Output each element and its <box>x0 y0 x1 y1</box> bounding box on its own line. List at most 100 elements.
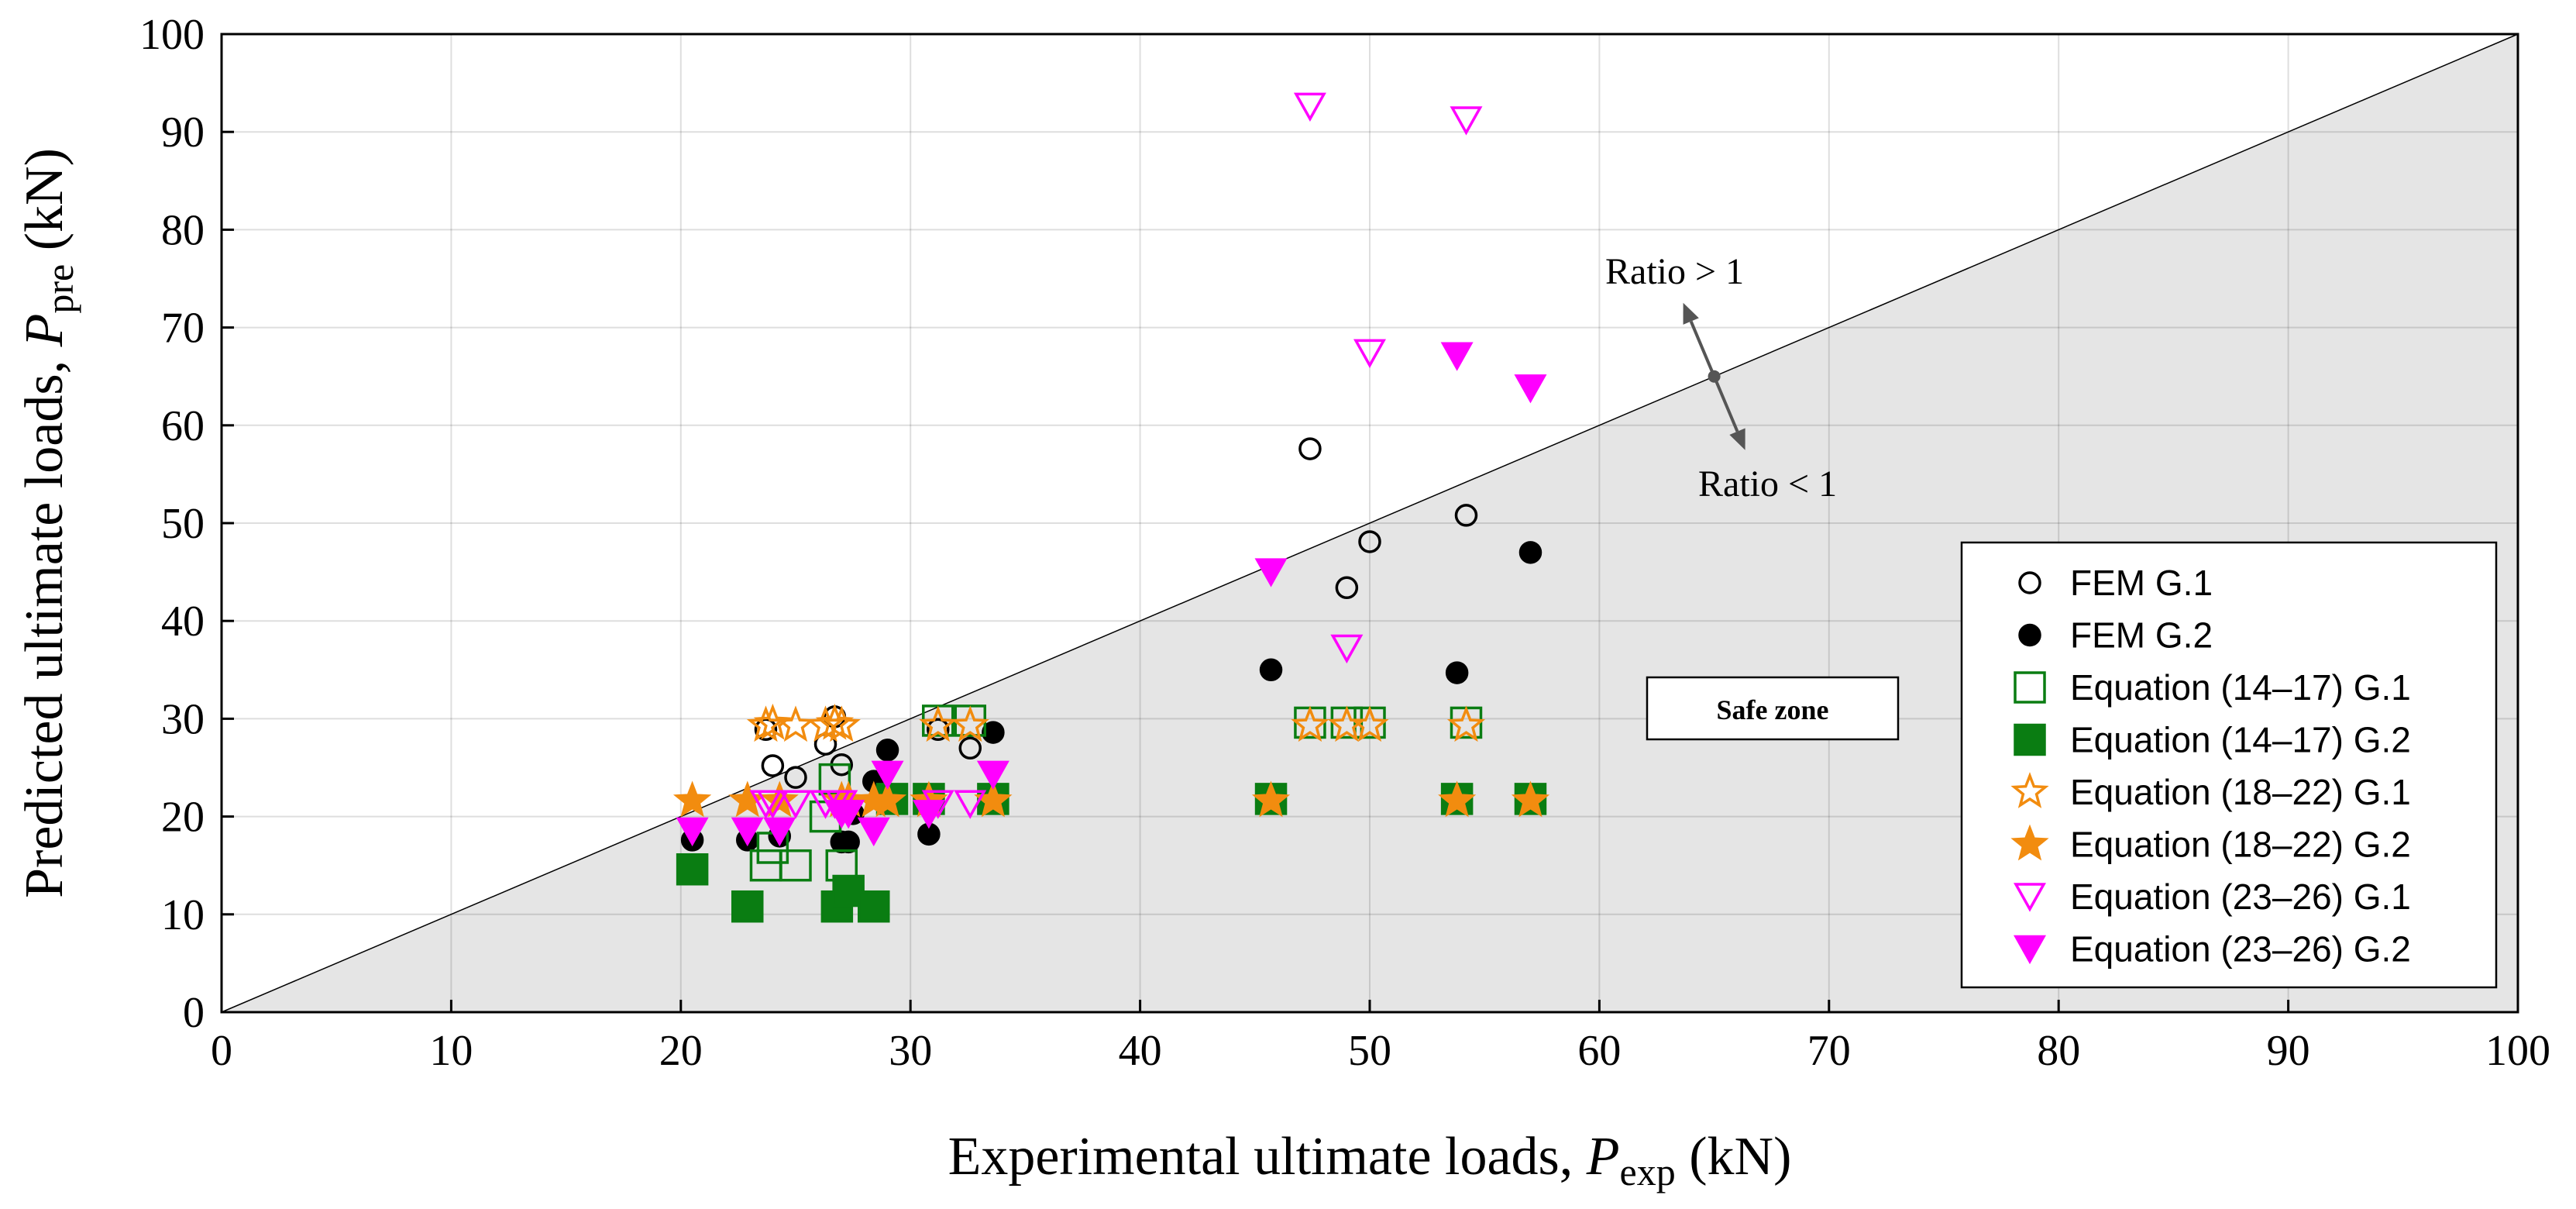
data-point <box>784 766 807 789</box>
data-point <box>1518 541 1543 564</box>
legend-marker <box>2018 623 2041 647</box>
data-point <box>871 760 904 790</box>
data-point <box>731 890 764 923</box>
legend-marker <box>2018 571 2041 594</box>
data-point <box>1254 558 1288 587</box>
data-point <box>760 780 799 818</box>
y-axis-title: Predicted ultimate loads, Ppre (kN) <box>15 148 81 898</box>
data-point <box>837 830 860 854</box>
data-point <box>1353 339 1386 368</box>
x-tick-label: 40 <box>1119 1027 1162 1075</box>
legend-label: Equation (14–17) G.2 <box>2070 720 2411 760</box>
data-point <box>1511 780 1550 818</box>
legend-box <box>1960 541 2498 989</box>
ratio-above-arrowhead <box>1683 302 1699 325</box>
ratio-below-arrowhead <box>1729 428 1745 450</box>
ratio-annotation: Ratio > 1 Ratio < 1 <box>1605 251 1837 505</box>
data-point <box>976 760 1009 790</box>
data-point <box>832 800 865 829</box>
y-tick-label: 40 <box>161 598 205 646</box>
legend-item: Equation (23–26) G.1 <box>2014 877 2411 917</box>
data-point <box>1298 437 1322 460</box>
safe-zone-label: Safe zone <box>1717 694 1829 725</box>
data-point <box>954 790 987 819</box>
legend-item: FEM G.1 <box>2018 563 2213 603</box>
data-point <box>1335 576 1359 600</box>
y-tick-label: 100 <box>139 11 205 59</box>
y-tick-label: 70 <box>161 305 205 353</box>
data-point <box>868 780 907 818</box>
data-point <box>753 703 792 740</box>
data-point <box>1291 705 1329 742</box>
data-point <box>1440 342 1474 371</box>
data-point <box>927 718 950 742</box>
legend-marker <box>2010 824 2049 861</box>
y-axis-ticks: 0 10 20 30 40 50 60 70 80 90 100 <box>139 11 234 1037</box>
y-tick-label: 50 <box>161 500 205 548</box>
legend-label: Equation (23–26) G.2 <box>2070 929 2411 970</box>
x-tick-label: 20 <box>659 1027 703 1075</box>
data-point <box>756 790 789 819</box>
y-tick-label: 30 <box>161 695 205 743</box>
x-tick-label: 0 <box>211 1027 232 1075</box>
data-point <box>779 849 812 882</box>
y-tick-label: 90 <box>161 108 205 157</box>
legend-marker <box>2014 935 2046 965</box>
data-point <box>858 890 890 923</box>
data-point <box>1293 92 1326 122</box>
data-point <box>1350 705 1389 742</box>
x-tick-label: 10 <box>429 1027 473 1075</box>
data-points <box>672 92 1550 923</box>
data-point <box>1259 658 1283 682</box>
ratio-pivot-dot <box>1708 370 1721 383</box>
data-point <box>1358 530 1381 553</box>
data-point <box>776 705 815 742</box>
data-point <box>728 780 767 818</box>
data-point <box>958 736 982 760</box>
legend-marker <box>2014 671 2046 704</box>
data-point <box>761 754 785 777</box>
x-axis-title: Experimental ultimate loads, Pexp (kN) <box>948 1127 1792 1194</box>
legend-label: Equation (18–22) G.2 <box>2070 825 2411 865</box>
y-tick-label: 0 <box>183 989 205 1037</box>
data-point <box>1450 106 1483 136</box>
x-tick-label: 100 <box>2485 1027 2550 1075</box>
legend-item: Equation (14–17) G.2 <box>2014 720 2411 760</box>
safe-zone-label-box: Safe zone <box>1646 676 1900 741</box>
data-point <box>1454 504 1478 527</box>
legend-item: Equation (23–26) G.2 <box>2014 929 2411 970</box>
ratio-below-label: Ratio < 1 <box>1698 463 1837 505</box>
data-point <box>822 705 861 742</box>
ratio-above-arrow <box>1689 320 1716 377</box>
legend-label: Equation (23–26) G.1 <box>2070 877 2411 917</box>
data-point <box>951 705 989 742</box>
data-point <box>731 817 764 847</box>
y-tick-label: 60 <box>161 402 205 450</box>
legend-label: Equation (18–22) G.1 <box>2070 772 2411 812</box>
x-tick-label: 60 <box>1577 1027 1621 1075</box>
legend-label: Equation (14–17) G.1 <box>2070 667 2411 708</box>
series-0 <box>754 437 1478 789</box>
x-tick-label: 30 <box>889 1027 932 1075</box>
legend-item: Equation (18–22) G.2 <box>2010 824 2411 865</box>
reference-line <box>221 33 2519 1013</box>
series-7 <box>676 342 1547 847</box>
y-tick-label: 80 <box>161 206 205 254</box>
data-point <box>676 817 709 847</box>
x-tick-label: 80 <box>2037 1027 2080 1075</box>
x-tick-label: 90 <box>2267 1027 2310 1075</box>
y-tick-label: 10 <box>161 891 205 939</box>
x-tick-label: 70 <box>1807 1027 1851 1075</box>
x-tick-label: 50 <box>1348 1027 1391 1075</box>
data-point <box>779 790 812 819</box>
data-point <box>875 739 899 762</box>
y-tick-label: 20 <box>161 794 205 842</box>
data-point <box>1446 705 1486 742</box>
ratio-below-arrow <box>1712 375 1739 432</box>
legend-item: Equation (18–22) G.1 <box>2010 772 2411 812</box>
data-point <box>1445 661 1469 684</box>
data-point <box>1438 780 1477 818</box>
data-point <box>1251 780 1291 818</box>
data-point <box>857 817 890 847</box>
